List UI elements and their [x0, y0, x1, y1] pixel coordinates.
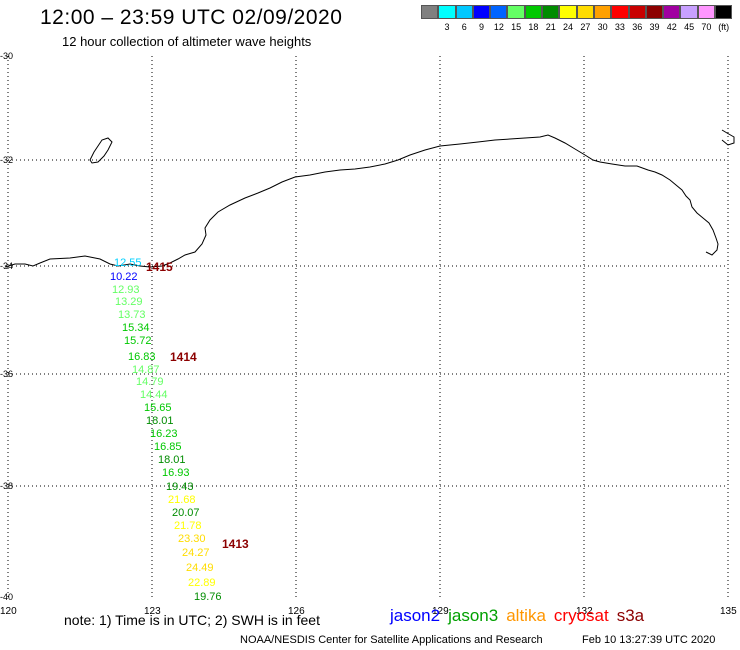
- pass-time-label: 1413: [222, 537, 249, 551]
- wave-height-label: 19.43: [166, 481, 194, 493]
- legend-swatch: [524, 5, 543, 19]
- satellite-legend: jason2 jason3 altika cryosat s3a: [390, 606, 644, 626]
- latitude-tick-label: -32: [0, 155, 13, 165]
- wave-height-label: 13.73: [118, 309, 146, 321]
- wave-height-label: 15.72: [124, 335, 152, 347]
- legend-label: 18: [528, 22, 539, 32]
- legend-label: 70: [701, 22, 712, 32]
- legend-swatch: [438, 5, 456, 19]
- legend-label: 15: [511, 22, 522, 32]
- latitude-tick-label: -36: [0, 369, 13, 379]
- color-legend: [421, 5, 733, 19]
- legend-swatch: [542, 5, 560, 19]
- latitude-tick-label: -34: [0, 261, 13, 271]
- legend-label: 6: [461, 22, 467, 32]
- legend-label: 21: [545, 22, 556, 32]
- legend-swatch: [576, 5, 594, 19]
- legend-swatch: [593, 5, 612, 19]
- wave-height-label: 24.49: [186, 562, 214, 574]
- latitude-tick-label: -40: [0, 592, 13, 602]
- map-subtitle: 12 hour collection of altimeter wave hei…: [62, 34, 312, 49]
- legend-swatch: [628, 5, 646, 19]
- wave-height-label: 19.76: [194, 591, 222, 603]
- wave-height-label: 12.93: [112, 284, 140, 296]
- latitude-tick-label: -30: [0, 51, 13, 61]
- satellite-legend-item: s3a: [616, 606, 645, 625]
- wave-height-label: 14.79: [136, 376, 164, 388]
- legend-label: 3: [444, 22, 450, 32]
- wave-height-label: 21.78: [174, 520, 202, 532]
- wave-height-label: 24.27: [182, 547, 210, 559]
- legend-swatch: [490, 5, 508, 19]
- legend-swatch: [455, 5, 473, 19]
- latitude-tick-label: -38: [0, 481, 13, 491]
- longitude-tick-label: 120: [0, 606, 17, 617]
- wave-height-label: 10.22: [110, 271, 138, 283]
- legend-label: 24: [563, 22, 574, 32]
- wave-height-label: 18.01: [158, 454, 186, 466]
- wave-height-label: 15.34: [122, 322, 150, 334]
- credit-text: NOAA/NESDIS Center for Satellite Applica…: [240, 634, 543, 646]
- wave-height-label: 14.87: [132, 364, 160, 376]
- legend-label: 39: [649, 22, 660, 32]
- longitude-tick-label: 123: [144, 606, 161, 617]
- wave-height-label: 12.55: [114, 257, 142, 269]
- coastline: [4, 134, 719, 268]
- legend-label: 36: [632, 22, 643, 32]
- wave-height-label: 16.23: [150, 428, 178, 440]
- eyre-peninsula-outline: [721, 129, 735, 146]
- pass-time-label: 1414: [170, 350, 197, 364]
- legend-label: 27: [580, 22, 591, 32]
- legend-swatch: [472, 5, 491, 19]
- footer-note: note: 1) Time is in UTC; 2) SWH is in fe…: [64, 612, 320, 628]
- legend-label: (ft): [718, 22, 730, 32]
- longitude-tick-label: 135: [720, 606, 737, 617]
- map-title: 12:00 – 23:59 UTC 02/09/2020: [40, 6, 343, 29]
- wave-height-label: 22.89: [188, 577, 216, 589]
- legend-label: 45: [684, 22, 695, 32]
- pass-time-label: 1415: [146, 260, 173, 274]
- longitude-tick-label: 132: [576, 606, 593, 617]
- wave-height-label: 21.68: [168, 494, 196, 506]
- legend-label: 42: [666, 22, 677, 32]
- graticule: [7, 56, 729, 597]
- legend-swatch: [421, 5, 439, 19]
- wave-height-label: 15.65: [144, 402, 172, 414]
- legend-swatch: [559, 5, 577, 19]
- legend-label: 30: [597, 22, 608, 32]
- wave-height-label: 16.85: [154, 441, 182, 453]
- longitude-tick-label: 126: [288, 606, 305, 617]
- legend-label: 12: [493, 22, 504, 32]
- longitude-tick-label: 129: [432, 606, 449, 617]
- wave-height-label: 16.93: [162, 467, 190, 479]
- legend-swatch: [680, 5, 698, 19]
- satellite-legend-item: jason3: [448, 606, 499, 625]
- satellite-legend-item: cryosat: [553, 606, 609, 625]
- credit-timestamp: Feb 10 13:27:39 UTC 2020: [582, 634, 716, 646]
- wave-height-label: 18.01: [146, 415, 174, 427]
- satellite-legend-item: altika: [506, 606, 546, 625]
- wave-height-label: 14.44: [140, 389, 168, 401]
- legend-swatch: [645, 5, 664, 19]
- legend-swatch: [715, 5, 733, 19]
- legend-label: 9: [479, 22, 485, 32]
- wave-height-label: 20.07: [172, 507, 200, 519]
- legend-swatch: [663, 5, 681, 19]
- legend-label: [421, 22, 438, 32]
- satellite-legend-item: jason2: [390, 606, 441, 625]
- legend-label: 33: [614, 22, 625, 32]
- legend-swatch: [611, 5, 629, 19]
- wave-height-label: 16.83: [128, 351, 156, 363]
- wave-height-label: 23.30: [178, 533, 206, 545]
- legend-swatch: [507, 5, 525, 19]
- legend-swatch: [697, 5, 716, 19]
- color-legend-labels: 3 6 9 12 15 18 21 24 27 30 33 36 39 42 45 70 (ft): [421, 22, 732, 32]
- wave-height-label: 13.29: [115, 296, 143, 308]
- kangaroo-island-outline: [89, 137, 113, 164]
